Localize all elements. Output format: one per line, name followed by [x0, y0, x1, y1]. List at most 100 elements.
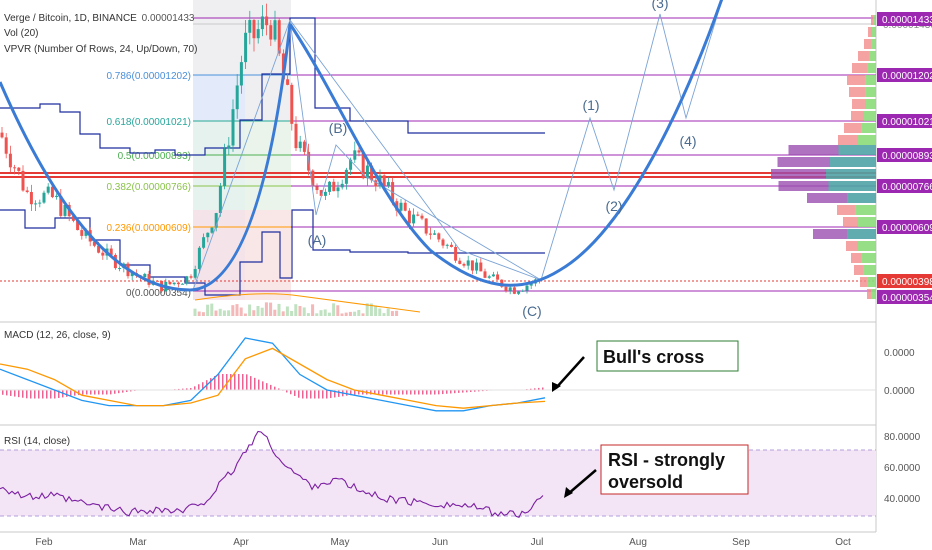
candle-body [420, 215, 424, 219]
bull-cross-text: Bull's cross [603, 347, 704, 367]
candle-body [386, 182, 390, 186]
candle-body [487, 276, 491, 278]
macd-histogram-bar [390, 390, 392, 395]
macd-histogram-bar [66, 390, 68, 397]
candle-body [92, 241, 96, 246]
candle-body [256, 29, 260, 39]
candle-body [227, 145, 231, 149]
vpvr-up-bar [869, 51, 876, 61]
macd-histogram-bar [18, 390, 20, 398]
candle-body [294, 123, 298, 149]
volume-bar [214, 310, 218, 316]
macd-histogram-bar [14, 390, 16, 397]
volume-bar [353, 311, 357, 316]
vpvr-down-bar [871, 15, 873, 25]
macd-histogram-bar [98, 390, 100, 395]
volume-bar [386, 308, 390, 316]
candle-body [290, 84, 294, 124]
candle-body [319, 190, 323, 196]
volume-bar [260, 307, 264, 316]
macd-histogram-bar [394, 390, 396, 395]
candle-body [504, 286, 508, 291]
vpvr-up-bar [838, 145, 876, 155]
candle-body [454, 246, 458, 261]
macd-histogram-bar [26, 390, 28, 399]
candle-body [517, 291, 521, 294]
candle-body [38, 202, 42, 204]
macd-histogram-bar [446, 390, 448, 394]
macd-histogram-bar [258, 379, 260, 391]
candle-body [8, 153, 12, 168]
volume-bar [374, 305, 378, 316]
macd-histogram-bar [190, 388, 192, 391]
macd-histogram-bar [322, 390, 324, 399]
candle-body [332, 181, 336, 192]
volume-bar [206, 304, 210, 316]
macd-histogram-bar [326, 390, 328, 399]
volume-bar [218, 308, 222, 316]
macd-histogram-bar [442, 390, 444, 395]
macd-histogram-bar [310, 390, 312, 399]
vpvr-down-bar [778, 181, 829, 191]
candle-body [458, 260, 462, 264]
macd-histogram-bar [534, 388, 536, 391]
macd-tick-1: 0.0000 [884, 348, 915, 359]
candle-body [101, 252, 105, 256]
month-label-oct: Oct [835, 537, 851, 548]
volume-bar [248, 304, 252, 316]
price-tag-1021: 0.00001021 [882, 117, 932, 128]
vpvr-up-bar [847, 193, 876, 203]
candle-body [298, 141, 302, 149]
volume-bar [243, 313, 247, 316]
vpvr-down-bar [867, 289, 871, 299]
chart-title-value: 0.00001433 [142, 13, 195, 24]
volume-bar [222, 310, 226, 316]
volume-bar [269, 302, 273, 316]
candle-body [416, 214, 420, 216]
macd-histogram-bar [350, 390, 352, 396]
price-tag-bg-1021 [877, 114, 932, 128]
macd-histogram-bar [482, 390, 484, 392]
vpvr-up-bar [858, 217, 876, 227]
macd-histogram-bar [422, 390, 424, 395]
candle-body [76, 220, 80, 231]
macd-histogram-bar [102, 390, 104, 395]
wave-label-a: (A) [308, 232, 327, 248]
candle-body [349, 159, 353, 170]
main-cup-curve [288, 0, 724, 287]
candles [0, 3, 542, 295]
volume-bar [369, 303, 373, 316]
vpvr-down-bar [852, 63, 867, 73]
rsi-note-line1: RSI - strongly [608, 450, 725, 470]
vpvr-profile [771, 15, 876, 299]
vpvr-up-bar [864, 111, 876, 121]
chart-title-symbol: Verge / Bitcoin, 1D, BINANCE [4, 13, 137, 24]
macd-histogram-bar [222, 374, 224, 391]
macd-histogram-bar [398, 390, 400, 395]
vpvr-down-bar [860, 277, 867, 287]
rsi-tick-60: 60.0000 [884, 463, 921, 474]
candle-body [433, 233, 437, 235]
vpvr-up-bar [855, 205, 876, 215]
candle-body [239, 62, 243, 86]
volume-bar [256, 306, 260, 316]
month-label-jul: Jul [531, 537, 544, 548]
candle-body [80, 230, 84, 236]
candle-body [483, 271, 487, 278]
macd-histogram-bar [242, 374, 244, 391]
candle-body [17, 167, 21, 171]
macd-histogram-bar [386, 390, 388, 395]
macd-histogram-bar [86, 390, 88, 395]
price-tag-bg-766 [877, 179, 932, 193]
month-label-sep: Sep [732, 537, 750, 548]
macd-histogram-bar [82, 390, 84, 395]
candle-body [370, 165, 374, 181]
macd-histogram-bar [374, 390, 376, 395]
macd-histogram-bar [418, 390, 420, 395]
macd-histogram-bar [94, 390, 96, 395]
wave-label-1: (1) [582, 97, 599, 113]
macd-histogram-bar [6, 390, 8, 396]
rsi-title: RSI (14, close) [4, 436, 70, 447]
candle-body [302, 141, 306, 152]
month-label-may: May [331, 537, 350, 548]
